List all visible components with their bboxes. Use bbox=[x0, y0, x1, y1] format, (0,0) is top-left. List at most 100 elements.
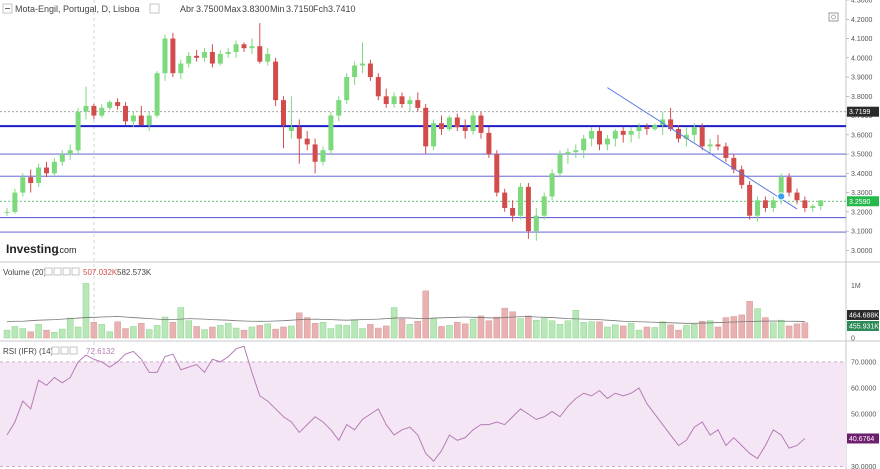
candle-body bbox=[715, 144, 721, 147]
rsi-visibility-icon[interactable] bbox=[60, 346, 69, 355]
rsi-settings-icon[interactable] bbox=[51, 346, 60, 355]
candle-body bbox=[446, 117, 452, 130]
volume-label: Volume (20) bbox=[3, 268, 46, 277]
volume-bar bbox=[667, 324, 674, 339]
volume-bar bbox=[517, 318, 524, 339]
volume-bar bbox=[754, 308, 761, 339]
candle-body bbox=[636, 127, 642, 131]
volume-bar bbox=[762, 317, 769, 339]
candle-body bbox=[209, 52, 215, 64]
volume-bar bbox=[35, 324, 42, 339]
volume-bar bbox=[738, 314, 745, 339]
price-tick-label: 3.3000 bbox=[851, 190, 873, 197]
volume-bar bbox=[74, 326, 82, 339]
volume-bar bbox=[406, 324, 414, 339]
volume-bar bbox=[643, 326, 651, 339]
volume-visibility-icon[interactable] bbox=[53, 267, 62, 276]
candle-body bbox=[644, 127, 650, 130]
candle-body bbox=[573, 150, 579, 153]
header-legend: Mota-Engil, Portugal, D, Lisboa Abr 3.75… bbox=[2, 3, 356, 14]
candle-body bbox=[668, 119, 674, 130]
volume-bar bbox=[438, 326, 445, 339]
volume-bar bbox=[59, 328, 66, 339]
volume-bar bbox=[501, 307, 508, 339]
volume-bar bbox=[311, 323, 319, 339]
ohlc-close-value: 3.7410 bbox=[328, 4, 356, 14]
volume-bar bbox=[319, 322, 327, 339]
candle-body bbox=[770, 200, 776, 208]
candle-body bbox=[51, 161, 57, 174]
volume-ma-line bbox=[6, 316, 805, 324]
rsi-tag: 40.6764 bbox=[849, 436, 874, 443]
candle-body bbox=[367, 63, 373, 78]
candle-body bbox=[541, 196, 547, 216]
candle-body bbox=[691, 127, 697, 135]
price-tick-label: 3.1000 bbox=[851, 229, 873, 236]
candle-body bbox=[628, 130, 634, 135]
candle-body bbox=[762, 200, 768, 208]
candle-body bbox=[399, 96, 405, 104]
candle-body bbox=[281, 100, 286, 126]
candle-body bbox=[778, 177, 784, 201]
volume-bar bbox=[209, 326, 216, 339]
candle-body bbox=[747, 184, 753, 216]
volume-more-icon[interactable] bbox=[71, 267, 80, 276]
candle-body bbox=[91, 105, 97, 116]
candle-body bbox=[4, 211, 10, 213]
volume-bar bbox=[296, 312, 303, 339]
candle-body bbox=[525, 186, 531, 232]
candle-body bbox=[312, 144, 318, 162]
candle-body bbox=[755, 200, 760, 216]
volume-bar bbox=[651, 327, 659, 339]
rsi-close-icon[interactable] bbox=[69, 346, 78, 355]
ohlc-close-label: Fch bbox=[313, 4, 328, 14]
candle-body bbox=[676, 129, 681, 139]
volume-close-icon[interactable] bbox=[62, 267, 71, 276]
volume-bar bbox=[232, 327, 240, 339]
candle-body bbox=[707, 144, 713, 147]
volume-bar bbox=[185, 320, 192, 339]
candle-body bbox=[115, 102, 121, 106]
volume-bar bbox=[280, 326, 287, 339]
trendline bbox=[607, 87, 798, 210]
logo-name: Investing bbox=[6, 242, 59, 256]
price-marker-tag-bg bbox=[847, 106, 879, 117]
candle-body bbox=[36, 167, 42, 183]
candle-body bbox=[652, 125, 658, 130]
rsi-tick-label: 50.0000 bbox=[851, 412, 876, 419]
volume-bar bbox=[469, 318, 477, 339]
volume-bar bbox=[746, 301, 753, 339]
price-tick-label: 4.3000 bbox=[851, 0, 873, 5]
candle-body bbox=[233, 44, 239, 52]
camera-icon[interactable] bbox=[828, 12, 839, 22]
volume-bar bbox=[683, 325, 690, 339]
rsi-polyline bbox=[6, 345, 806, 462]
volume-bar bbox=[327, 328, 335, 339]
candle-body bbox=[75, 111, 81, 151]
volume-bar bbox=[540, 318, 548, 339]
volume-bar bbox=[722, 317, 730, 339]
settings-icon[interactable] bbox=[149, 3, 160, 14]
volume-bar bbox=[161, 316, 169, 339]
candle-body bbox=[344, 77, 350, 101]
candle-body bbox=[431, 123, 437, 147]
volume-bar bbox=[706, 320, 714, 339]
volume-bar bbox=[390, 307, 398, 339]
rsi-tag-bg bbox=[847, 433, 879, 444]
volume-bar bbox=[485, 320, 493, 339]
candle-body bbox=[454, 117, 460, 128]
candle-body bbox=[360, 63, 365, 66]
price-tick-label: 3.9000 bbox=[851, 75, 873, 82]
volume-settings-icon[interactable] bbox=[44, 267, 53, 276]
volume-bar bbox=[201, 329, 208, 339]
volume-bar bbox=[177, 307, 185, 339]
candle-body bbox=[683, 134, 689, 139]
volume-bar bbox=[193, 326, 200, 339]
ohlc-low-label: Min bbox=[270, 4, 285, 14]
volume-bar bbox=[398, 318, 406, 339]
candle-body bbox=[786, 177, 792, 193]
ohlc-low-value: 3.7150 bbox=[286, 4, 314, 14]
ohlc-high-label: Max bbox=[224, 4, 242, 14]
candles bbox=[4, 23, 824, 241]
